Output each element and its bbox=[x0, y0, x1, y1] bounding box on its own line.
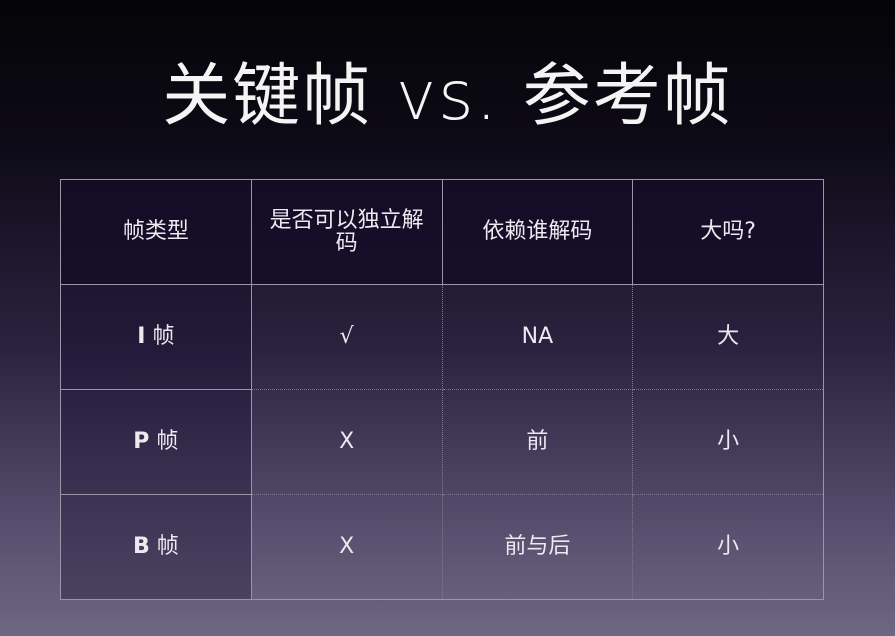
cell-independent: X bbox=[250, 494, 443, 600]
frame-letter: I bbox=[137, 324, 146, 350]
table-header-row: 帧类型 是否可以独立解码 依赖谁解码 大吗? bbox=[60, 179, 824, 285]
cell-large: 小 bbox=[632, 389, 824, 495]
frame-letter: B bbox=[132, 534, 150, 560]
table-row: B 帧 X 前与后 小 bbox=[60, 494, 824, 600]
cell-large: 大 bbox=[632, 284, 824, 390]
cell-large: 小 bbox=[632, 494, 824, 600]
table-row: I 帧 √ NA 大 bbox=[60, 284, 824, 390]
header-depends-on: 依赖谁解码 bbox=[441, 179, 634, 285]
cell-depends-on: 前与后 bbox=[441, 494, 634, 600]
cell-depends-on: NA bbox=[441, 284, 634, 390]
cell-independent: X bbox=[250, 389, 443, 495]
cell-independent: √ bbox=[250, 284, 443, 390]
frame-letter: P bbox=[133, 429, 150, 455]
header-independent: 是否可以独立解码 bbox=[250, 179, 443, 285]
cell-frame-type: B 帧 bbox=[60, 494, 252, 600]
cell-frame-type: P 帧 bbox=[60, 389, 252, 495]
slide-title: 关键帧 vs. 参考帧 bbox=[162, 57, 733, 136]
frame-comparison-table: 帧类型 是否可以独立解码 依赖谁解码 大吗? I 帧 √ NA 大 P 帧 X … bbox=[60, 179, 824, 600]
header-large: 大吗? bbox=[632, 179, 824, 285]
header-independent-label: 是否可以独立解码 bbox=[269, 207, 424, 256]
cell-frame-type: I 帧 bbox=[60, 284, 252, 390]
frame-suffix: 帧 bbox=[156, 429, 179, 455]
header-frame-type: 帧类型 bbox=[60, 179, 252, 285]
frame-suffix: 帧 bbox=[156, 534, 179, 560]
cell-depends-on: 前 bbox=[441, 389, 634, 495]
frame-suffix: 帧 bbox=[152, 324, 175, 350]
table-row: P 帧 X 前 小 bbox=[60, 389, 824, 495]
